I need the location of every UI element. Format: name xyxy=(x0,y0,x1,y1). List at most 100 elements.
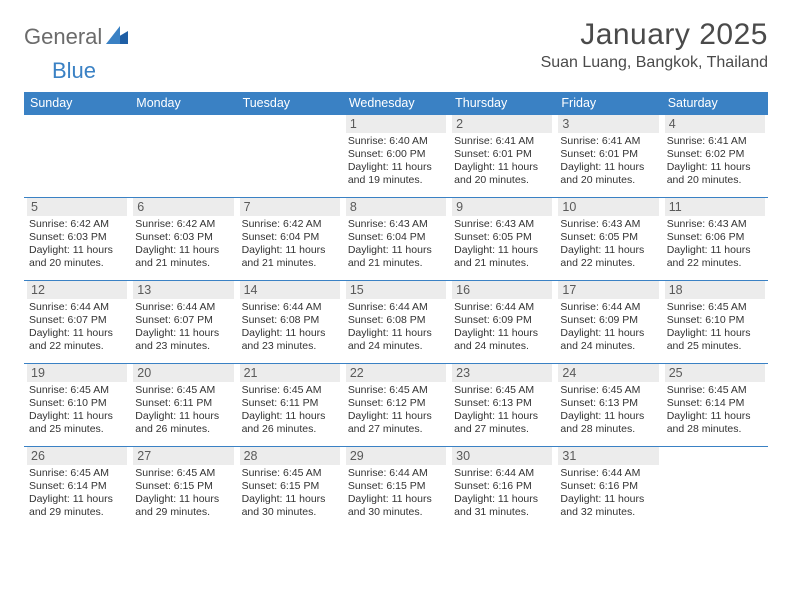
calendar-cell: 26Sunrise: 6:45 AMSunset: 6:14 PMDayligh… xyxy=(24,447,130,529)
day-number: 2 xyxy=(456,117,548,131)
sunset-line: Sunset: 6:10 PM xyxy=(29,397,125,410)
sunset-line: Sunset: 6:07 PM xyxy=(135,314,231,327)
daylight-line: Daylight: 11 hours and 25 minutes. xyxy=(667,327,763,353)
sunrise-line: Sunrise: 6:45 AM xyxy=(29,467,125,480)
daylight-line: Daylight: 11 hours and 32 minutes. xyxy=(560,493,656,519)
day-number-bar: 26 xyxy=(27,447,127,465)
sunrise-line: Sunrise: 6:41 AM xyxy=(560,135,656,148)
sunrise-line: Sunrise: 6:41 AM xyxy=(454,135,550,148)
sunrise-line: Sunrise: 6:45 AM xyxy=(560,384,656,397)
day-number: 20 xyxy=(137,366,229,380)
daylight-line: Daylight: 11 hours and 24 minutes. xyxy=(560,327,656,353)
day-number: 12 xyxy=(31,283,123,297)
day-number: 28 xyxy=(244,449,336,463)
daylight-line: Daylight: 11 hours and 23 minutes. xyxy=(242,327,338,353)
sunset-line: Sunset: 6:01 PM xyxy=(454,148,550,161)
day-detail: Sunrise: 6:41 AMSunset: 6:01 PMDaylight:… xyxy=(558,135,658,188)
calendar-cell: 15 Sunrise: 6:44 AMSunset: 6:08 PMDayligh… xyxy=(343,281,449,363)
day-number-bar: 24 xyxy=(558,364,658,382)
brand-word-1: General xyxy=(24,24,102,50)
daylight-line: Daylight: 11 hours and 24 minutes. xyxy=(454,327,550,353)
day-detail: Sunrise: 6:44 AMSunset: 6:16 PMDaylight:… xyxy=(558,467,658,520)
day-number-bar: 9 xyxy=(452,198,552,216)
calendar-week: 26Sunrise: 6:45 AMSunset: 6:14 PMDayligh… xyxy=(24,447,768,529)
sunset-line: Sunset: 6:01 PM xyxy=(560,148,656,161)
sunrise-line: Sunrise: 6:41 AM xyxy=(667,135,763,148)
day-number-bar: 21 xyxy=(240,364,340,382)
sunrise-line: Sunrise: 6:45 AM xyxy=(454,384,550,397)
sunset-line: Sunset: 6:15 PM xyxy=(242,480,338,493)
day-number: 4 xyxy=(669,117,761,131)
day-detail: Sunrise: 6:42 AMSunset: 6:03 PMDaylight:… xyxy=(133,218,233,271)
sunset-line: Sunset: 6:03 PM xyxy=(135,231,231,244)
day-number: 29 xyxy=(350,449,442,463)
day-detail: Sunrise: 6:43 AMSunset: 6:06 PMDaylight:… xyxy=(665,218,765,271)
sunrise-line: Sunrise: 6:43 AM xyxy=(560,218,656,231)
calendar-cell: 24 Sunrise: 6:45 AMSunset: 6:13 PMDayligh… xyxy=(555,364,661,446)
day-number-bar: 13 xyxy=(133,281,233,299)
day-number: 8 xyxy=(350,200,442,214)
sunrise-line: Sunrise: 6:40 AM xyxy=(348,135,444,148)
daylight-line: Daylight: 11 hours and 20 minutes. xyxy=(560,161,656,187)
sunrise-line: Sunrise: 6:44 AM xyxy=(560,301,656,314)
daylight-line: Daylight: 11 hours and 30 minutes. xyxy=(348,493,444,519)
day-number-bar: 16 xyxy=(452,281,552,299)
day-detail: Sunrise: 6:43 AMSunset: 6:04 PMDaylight:… xyxy=(346,218,446,271)
day-detail: Sunrise: 6:44 AMSunset: 6:08 PMDaylight:… xyxy=(346,301,446,354)
brand-mark-icon xyxy=(106,26,128,49)
calendar-cell: 19Sunrise: 6:45 AMSunset: 6:10 PMDayligh… xyxy=(24,364,130,446)
calendar-week: 5 Sunrise: 6:42 AMSunset: 6:03 PMDaylight… xyxy=(24,198,768,281)
daylight-line: Daylight: 11 hours and 31 minutes. xyxy=(454,493,550,519)
day-number-bar: 27 xyxy=(133,447,233,465)
sunrise-line: Sunrise: 6:44 AM xyxy=(454,467,550,480)
day-detail: Sunrise: 6:45 AMSunset: 6:12 PMDaylight:… xyxy=(346,384,446,437)
weeks-container: 1Sunrise: 6:40 AMSunset: 6:00 PMDaylight… xyxy=(24,115,768,529)
day-detail: Sunrise: 6:45 AMSunset: 6:13 PMDaylight:… xyxy=(558,384,658,437)
location-subtitle: Suan Luang, Bangkok, Thailand xyxy=(541,54,768,72)
sunset-line: Sunset: 6:15 PM xyxy=(135,480,231,493)
day-detail: Sunrise: 6:44 AMSunset: 6:09 PMDaylight:… xyxy=(452,301,552,354)
daylight-line: Daylight: 11 hours and 25 minutes. xyxy=(29,410,125,436)
sunrise-line: Sunrise: 6:45 AM xyxy=(29,384,125,397)
day-number-bar: 12 xyxy=(27,281,127,299)
sunrise-line: Sunrise: 6:45 AM xyxy=(242,384,338,397)
daylight-line: Daylight: 11 hours and 24 minutes. xyxy=(348,327,444,353)
calendar-cell: 12Sunrise: 6:44 AMSunset: 6:07 PMDayligh… xyxy=(24,281,130,363)
sunrise-line: Sunrise: 6:45 AM xyxy=(135,467,231,480)
calendar-cell: 28 Sunrise: 6:45 AMSunset: 6:15 PMDayligh… xyxy=(237,447,343,529)
dow-wednesday: Wednesday xyxy=(343,92,449,115)
calendar-cell: 23Sunrise: 6:45 AMSunset: 6:13 PMDayligh… xyxy=(449,364,555,446)
daylight-line: Daylight: 11 hours and 27 minutes. xyxy=(454,410,550,436)
day-detail: Sunrise: 6:45 AMSunset: 6:11 PMDaylight:… xyxy=(133,384,233,437)
daylight-line: Daylight: 11 hours and 20 minutes. xyxy=(29,244,125,270)
sunset-line: Sunset: 6:02 PM xyxy=(667,148,763,161)
day-detail: Sunrise: 6:45 AMSunset: 6:15 PMDaylight:… xyxy=(240,467,340,520)
sunrise-line: Sunrise: 6:44 AM xyxy=(348,301,444,314)
day-number-bar: 17 xyxy=(558,281,658,299)
day-number-bar: 14 xyxy=(240,281,340,299)
daylight-line: Daylight: 11 hours and 20 minutes. xyxy=(667,161,763,187)
sunset-line: Sunset: 6:07 PM xyxy=(29,314,125,327)
day-number: 10 xyxy=(562,200,654,214)
sunrise-line: Sunrise: 6:45 AM xyxy=(242,467,338,480)
day-number-bar: 10 xyxy=(558,198,658,216)
day-number: 21 xyxy=(244,366,336,380)
sunrise-line: Sunrise: 6:45 AM xyxy=(667,384,763,397)
day-detail: Sunrise: 6:40 AMSunset: 6:00 PMDaylight:… xyxy=(346,135,446,188)
day-number: 18 xyxy=(669,283,761,297)
dow-thursday: Thursday xyxy=(449,92,555,115)
day-number: 15 xyxy=(350,283,442,297)
calendar-cell: 7Sunrise: 6:42 AMSunset: 6:04 PMDaylight… xyxy=(237,198,343,280)
sunset-line: Sunset: 6:13 PM xyxy=(454,397,550,410)
day-number-bar: 28 xyxy=(240,447,340,465)
day-number xyxy=(137,117,229,131)
day-number: 5 xyxy=(31,200,123,214)
day-detail: Sunrise: 6:41 AMSunset: 6:01 PMDaylight:… xyxy=(452,135,552,188)
calendar-cell: 14Sunrise: 6:44 AMSunset: 6:08 PMDayligh… xyxy=(237,281,343,363)
day-number-bar: 3 xyxy=(558,115,658,133)
day-detail: Sunrise: 6:45 AMSunset: 6:13 PMDaylight:… xyxy=(452,384,552,437)
sunset-line: Sunset: 6:16 PM xyxy=(560,480,656,493)
day-number-bar: 5 xyxy=(27,198,127,216)
day-number-bar: 20 xyxy=(133,364,233,382)
calendar-cell: 4 Sunrise: 6:41 AMSunset: 6:02 PMDaylight… xyxy=(662,115,768,197)
